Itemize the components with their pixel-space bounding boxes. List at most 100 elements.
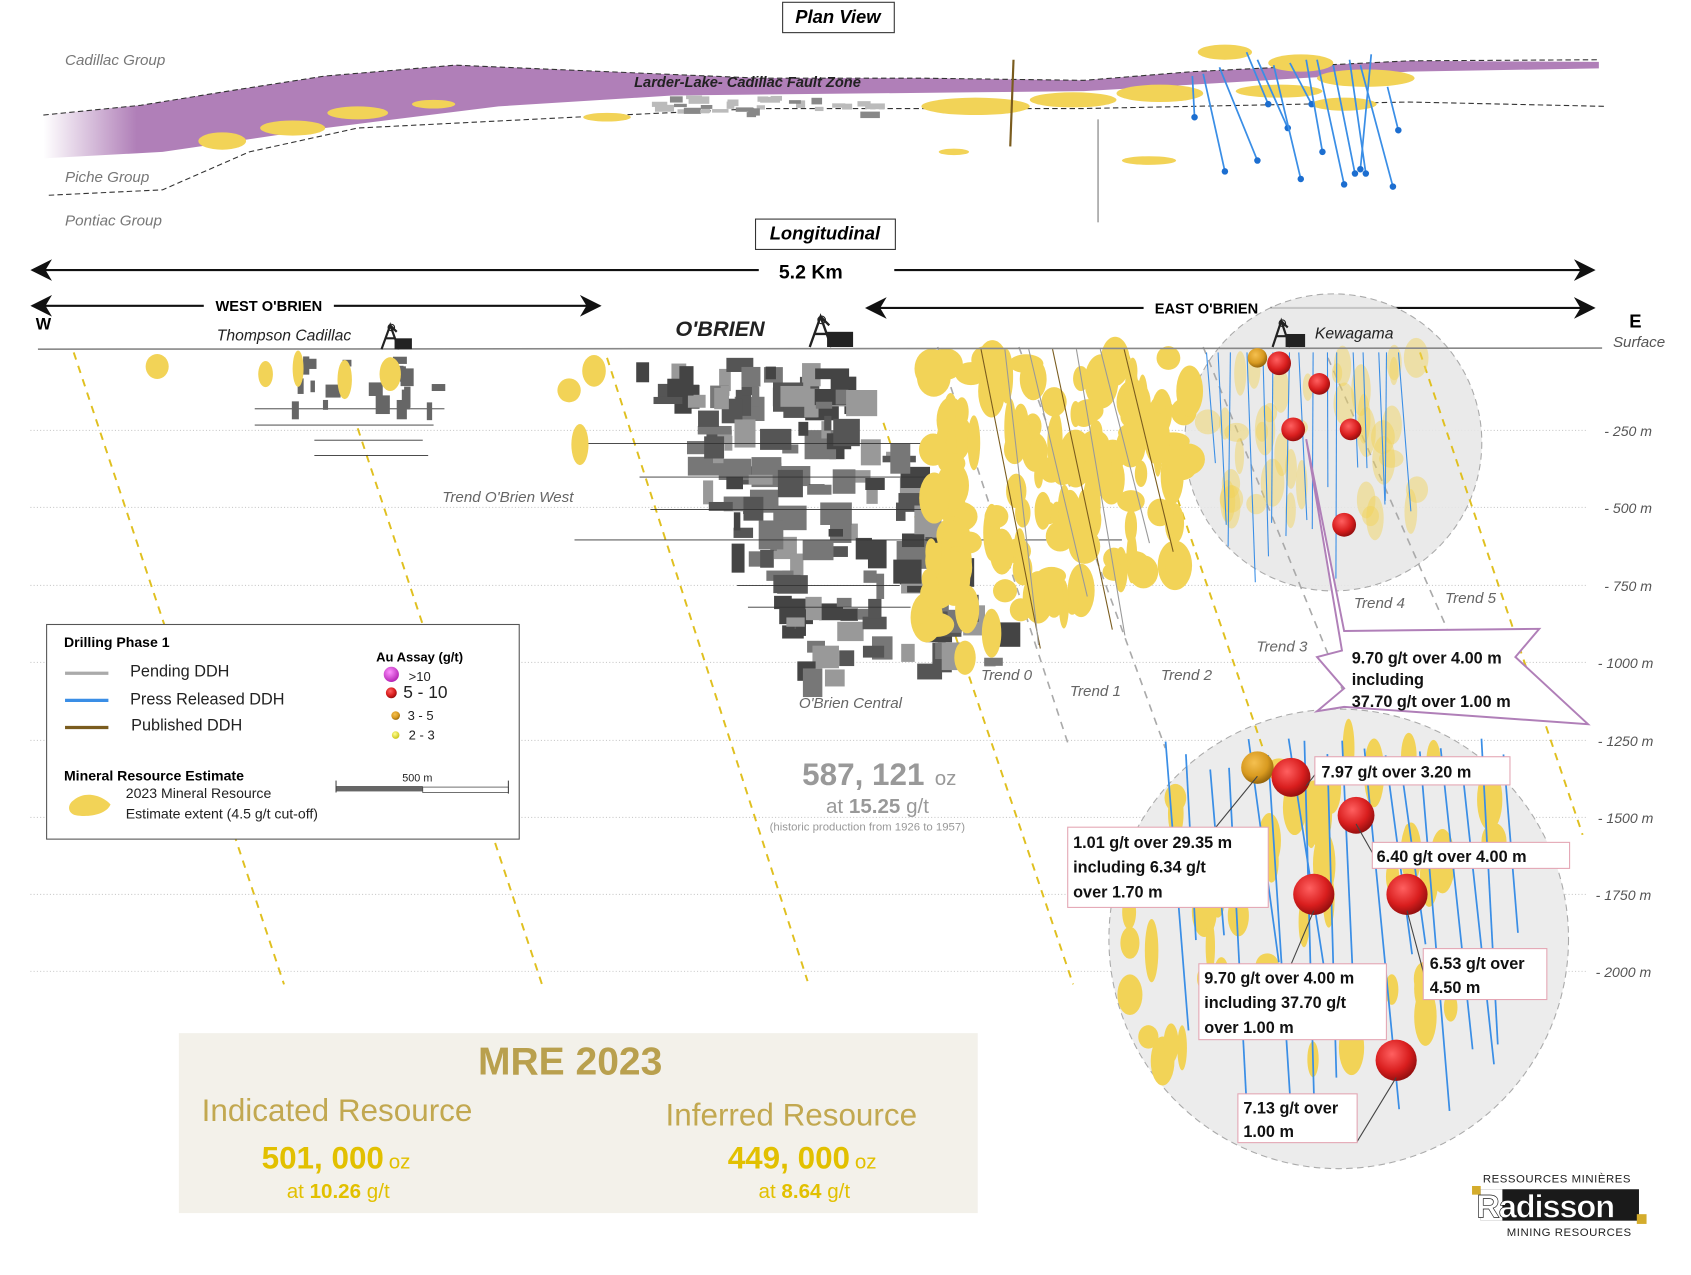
mre-zone xyxy=(1234,351,1247,396)
trend-0-label: Trend 0 xyxy=(981,667,1033,684)
mine-working-block xyxy=(837,621,864,642)
mre-zone xyxy=(1176,365,1204,417)
west-obrien-label: WEST O'BRIEN xyxy=(215,299,322,315)
mre-zone xyxy=(1072,405,1096,427)
mine-working-block xyxy=(733,512,741,531)
mine-working-block xyxy=(760,549,774,568)
trend-obrien-west-label: Trend O'Brien West xyxy=(442,489,574,506)
mre-zone xyxy=(1389,356,1399,386)
mre-zone xyxy=(1034,491,1052,530)
mine-working-block xyxy=(780,385,811,407)
mre-zone xyxy=(1403,337,1429,378)
mine-working-block xyxy=(820,502,852,525)
depth-label-1500: - 1500 m xyxy=(1598,810,1654,826)
mre-zone xyxy=(1128,555,1159,589)
svg-text:9.70 g/t over 4.00 m i: 9.70 g/t over 4.00 m including 37.70 g/t… xyxy=(1352,650,1511,711)
press-released-ddh xyxy=(1262,352,1270,557)
mine-working-block xyxy=(835,389,849,405)
mre-zone xyxy=(1194,409,1221,435)
mre-zone xyxy=(1333,345,1352,387)
mre-zone xyxy=(379,357,401,392)
scale-bar-label: 500 m xyxy=(402,773,432,785)
press-released-ddh xyxy=(1217,352,1227,525)
assay-sphere-5-10 xyxy=(1339,418,1362,441)
mre-zone xyxy=(1041,387,1067,417)
mre-zone xyxy=(1144,412,1171,465)
indicated-grade: 10.26 xyxy=(310,1180,362,1203)
mine-working-block xyxy=(917,663,943,680)
plan-drill-hole xyxy=(1191,75,1196,118)
mine-working-block xyxy=(697,425,732,435)
fault-zone-label: Larder-Lake- Cadillac Fault Zone xyxy=(634,75,861,91)
assay-sphere-5-10 xyxy=(1308,373,1331,395)
plan-mineralization-blob xyxy=(1116,84,1204,103)
plan-drill-holes xyxy=(1009,51,1402,223)
plan-mineralization-blob xyxy=(260,120,326,136)
assay-spheres xyxy=(1241,348,1428,1081)
mre-zone xyxy=(292,350,304,387)
mineral-trend-line xyxy=(606,357,809,982)
mine-working-block xyxy=(836,597,852,608)
obrien-central-label: O'Brien Central xyxy=(799,695,903,712)
plan-drill-hole-end xyxy=(1395,126,1402,134)
mre-zone xyxy=(937,550,971,606)
surface-label: Surface xyxy=(1613,334,1665,351)
mine-working-block xyxy=(824,415,832,431)
plan-mineralization-blob xyxy=(921,97,1030,116)
mine-working-block xyxy=(819,603,844,621)
gray-trend-line xyxy=(1327,357,1448,630)
mre-zone xyxy=(1221,469,1241,499)
mre-zone xyxy=(1117,974,1143,1016)
mine-working-block xyxy=(653,396,683,405)
mre-zone xyxy=(1263,402,1278,423)
mine-working-block xyxy=(802,540,834,561)
mine-working-block xyxy=(867,539,887,569)
plan-drill-hole-end xyxy=(1191,113,1198,121)
mre-zone xyxy=(1366,495,1384,541)
mre-zone xyxy=(1222,484,1241,529)
mre-zone xyxy=(1357,393,1371,444)
mre-zone xyxy=(1134,460,1148,487)
mre-zone xyxy=(1177,1025,1187,1071)
legend-mre-line1: 2023 Mineral Resource xyxy=(126,785,272,801)
mre-zone xyxy=(1084,354,1119,409)
assay-gt10-swatch xyxy=(383,666,399,682)
legend: Drilling Phase 1 Pending DDH Press Relea… xyxy=(46,623,520,840)
mine-working-block xyxy=(719,368,731,392)
mineral-trend-line xyxy=(72,352,285,985)
plan-drill-hole xyxy=(1245,51,1270,105)
plan-drill-hole-end xyxy=(1389,183,1397,190)
mine-working-block xyxy=(824,669,845,687)
press-released-ddh xyxy=(1352,352,1359,468)
svg-text:at 15.25 g/t: at 15.25 g/t xyxy=(826,795,929,818)
mine-working-block xyxy=(777,469,803,498)
mre-zone xyxy=(1019,357,1047,401)
radisson-logo: RESSOURCES MINIÈRES Radisson MINING RESO… xyxy=(1472,1173,1647,1239)
piche-group-label: Piche Group xyxy=(65,169,149,186)
headframe-icon xyxy=(1271,317,1306,348)
main-callout-line: 9.70 g/t over 4.00 m xyxy=(1352,650,1502,668)
legend-box xyxy=(46,623,520,840)
mine-working-block xyxy=(839,650,855,667)
mre-zone xyxy=(1058,489,1082,541)
mine-working-block xyxy=(375,395,390,415)
mre-zone xyxy=(1381,405,1402,445)
mre-zone xyxy=(1156,346,1181,370)
mre-zone xyxy=(1306,783,1333,847)
inferred-grade: 8.64 xyxy=(781,1180,822,1203)
plan-drill-hole xyxy=(1272,64,1302,180)
historic-ounces: 587, 121 xyxy=(802,757,924,792)
mine-working-block xyxy=(731,543,745,573)
mre-zone xyxy=(1285,492,1296,529)
mine-working-block xyxy=(704,436,725,459)
press-released-ddh xyxy=(1228,767,1248,1096)
press-released-ddh xyxy=(1378,352,1386,505)
mine-working-block xyxy=(798,421,809,436)
mineral-trend-line xyxy=(1419,352,1584,836)
plan-workings-fragment xyxy=(796,100,806,108)
plan-workings-fragment xyxy=(748,108,760,116)
mine-working-block xyxy=(893,559,922,584)
mine-working-block xyxy=(297,378,304,394)
